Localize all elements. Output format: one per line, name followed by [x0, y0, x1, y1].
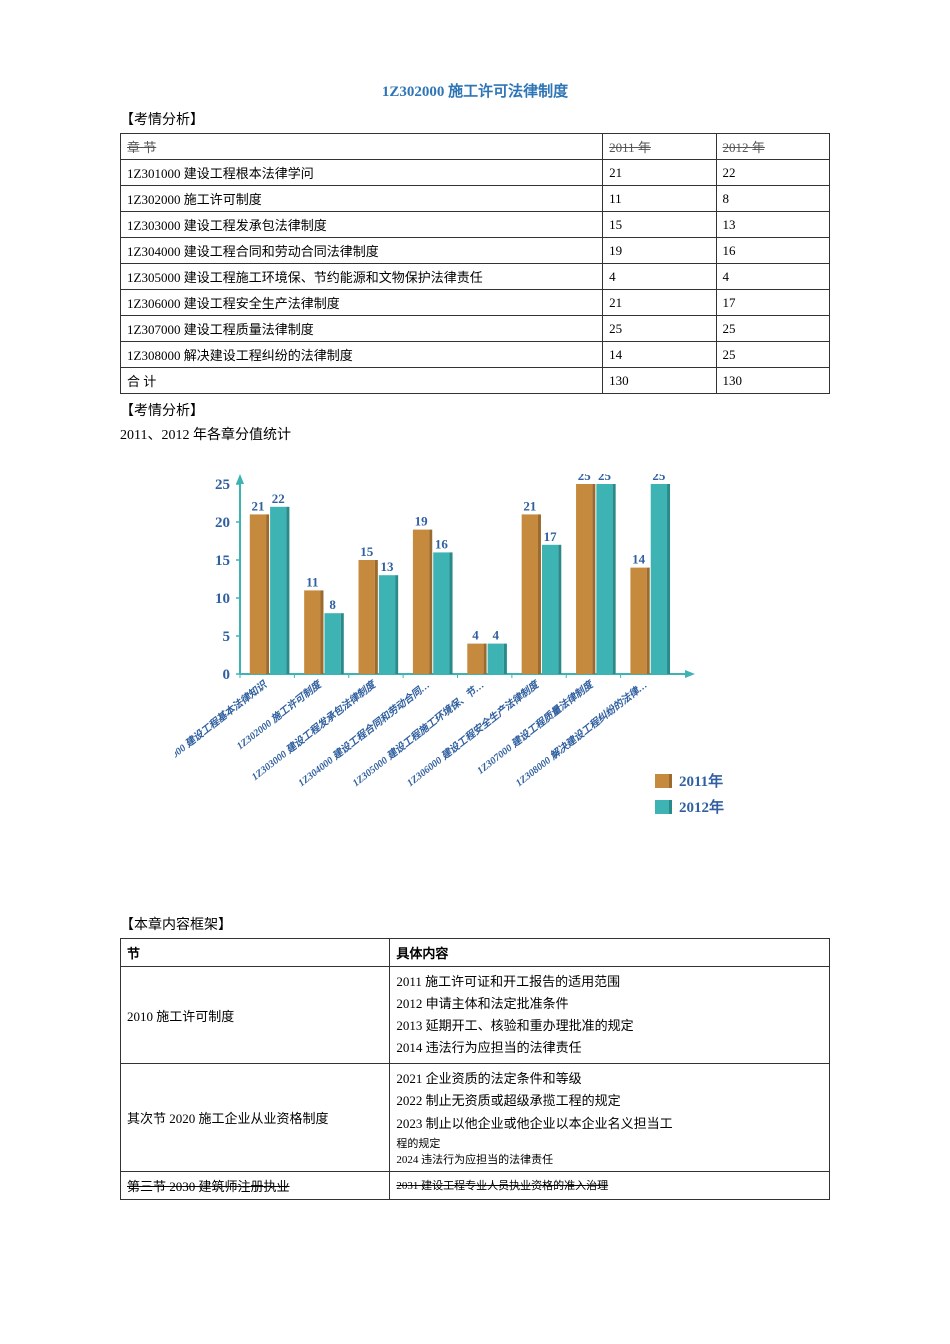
svg-text:20: 20 [215, 515, 230, 531]
table-row: 1Z306000 建设工程安全生产法律制度2117 [121, 290, 830, 316]
table-row: 1Z305000 建设工程施工环境保、节约能源和文物保护法律责任44 [121, 264, 830, 290]
section-sub-2: 2011、2012 年各章分值统计 [120, 424, 830, 444]
svg-text:14: 14 [632, 552, 646, 567]
svg-text:2011年: 2011年 [679, 772, 723, 790]
table-row: 1Z304000 建设工程合同和劳动合同法律制度1916 [121, 238, 830, 264]
framework-row: 其次节 2020 施工企业从业资格制度 2021 企业资质的法定条件和等级 20… [121, 1064, 830, 1171]
score-table: 章 节 2011 年 2012 年 1Z301000 建设工程根本法律学问212… [120, 133, 830, 394]
table-row: 1Z301000 建设工程根本法律学问2122 [121, 160, 830, 186]
page-title: 1Z302000 施工许可法律制度 [120, 80, 830, 101]
svg-text:11: 11 [306, 574, 318, 589]
framework-row: 第三节 2030 建筑师注册执业 2031 建设工程专业人员执业资格的准入治理 [121, 1171, 830, 1199]
table-row: 1Z302000 施工许可制度118 [121, 186, 830, 212]
svg-text:1Z302000 施工许可制度: 1Z302000 施工许可制度 [234, 678, 325, 752]
svg-text:25: 25 [598, 474, 612, 483]
svg-text:4: 4 [472, 628, 479, 643]
svg-text:17: 17 [544, 529, 558, 544]
svg-text:4: 4 [493, 628, 500, 643]
th-2012: 2012 年 [723, 140, 765, 155]
framework-table: 节 具体内容 2010 施工许可制度 2011 施工许可证和开工报告的适用范围 … [120, 938, 830, 1200]
svg-text:25: 25 [578, 474, 592, 483]
svg-text:5: 5 [223, 629, 231, 645]
fw-th-section: 节 [121, 939, 390, 967]
table-row: 1Z307000 建设工程质量法律制度2525 [121, 316, 830, 342]
table-row: 合 计130130 [121, 368, 830, 394]
th-2011: 2011 年 [609, 140, 651, 155]
svg-text:15: 15 [215, 553, 230, 569]
table-row: 1Z308000 解决建设工程纠纷的法律制度1425 [121, 342, 830, 368]
svg-text:22: 22 [272, 491, 285, 506]
svg-text:21: 21 [251, 498, 264, 513]
svg-text:1Z307000 建设工程质量法律制度: 1Z307000 建设工程质量法律制度 [475, 678, 597, 777]
svg-text:10: 10 [215, 591, 230, 607]
svg-text:15: 15 [360, 544, 374, 559]
table-row: 1Z303000 建设工程发承包法律制度1513 [121, 212, 830, 238]
svg-text:8: 8 [329, 597, 336, 612]
svg-text:0: 0 [223, 667, 231, 683]
fw-th-content: 具体内容 [390, 939, 830, 967]
section-header-3: 【本章内容框架】 [120, 914, 830, 934]
framework-row: 2010 施工许可制度 2011 施工许可证和开工报告的适用范围 2012 申请… [121, 967, 830, 1064]
svg-text:21: 21 [523, 498, 536, 513]
svg-text:19: 19 [415, 514, 429, 529]
chart-svg: 0 5 10 15 20 25 21 22 11 8 15 13 19 16 44 21 17 25 25 14 25 1… [175, 474, 775, 894]
th-chapter: 章 节 [127, 140, 156, 155]
svg-text:2012年: 2012年 [679, 798, 724, 816]
svg-text:25: 25 [652, 474, 666, 483]
section-header-1: 【考情分析】 [120, 109, 830, 129]
svg-text:25: 25 [215, 477, 230, 493]
bar-chart: 0 5 10 15 20 25 21 22 11 8 15 13 19 16 44 21 17 25 25 14 25 1… [175, 474, 775, 894]
section-header-2: 【考情分析】 [120, 400, 830, 420]
svg-text:13: 13 [381, 559, 395, 574]
svg-text:16: 16 [435, 536, 449, 551]
